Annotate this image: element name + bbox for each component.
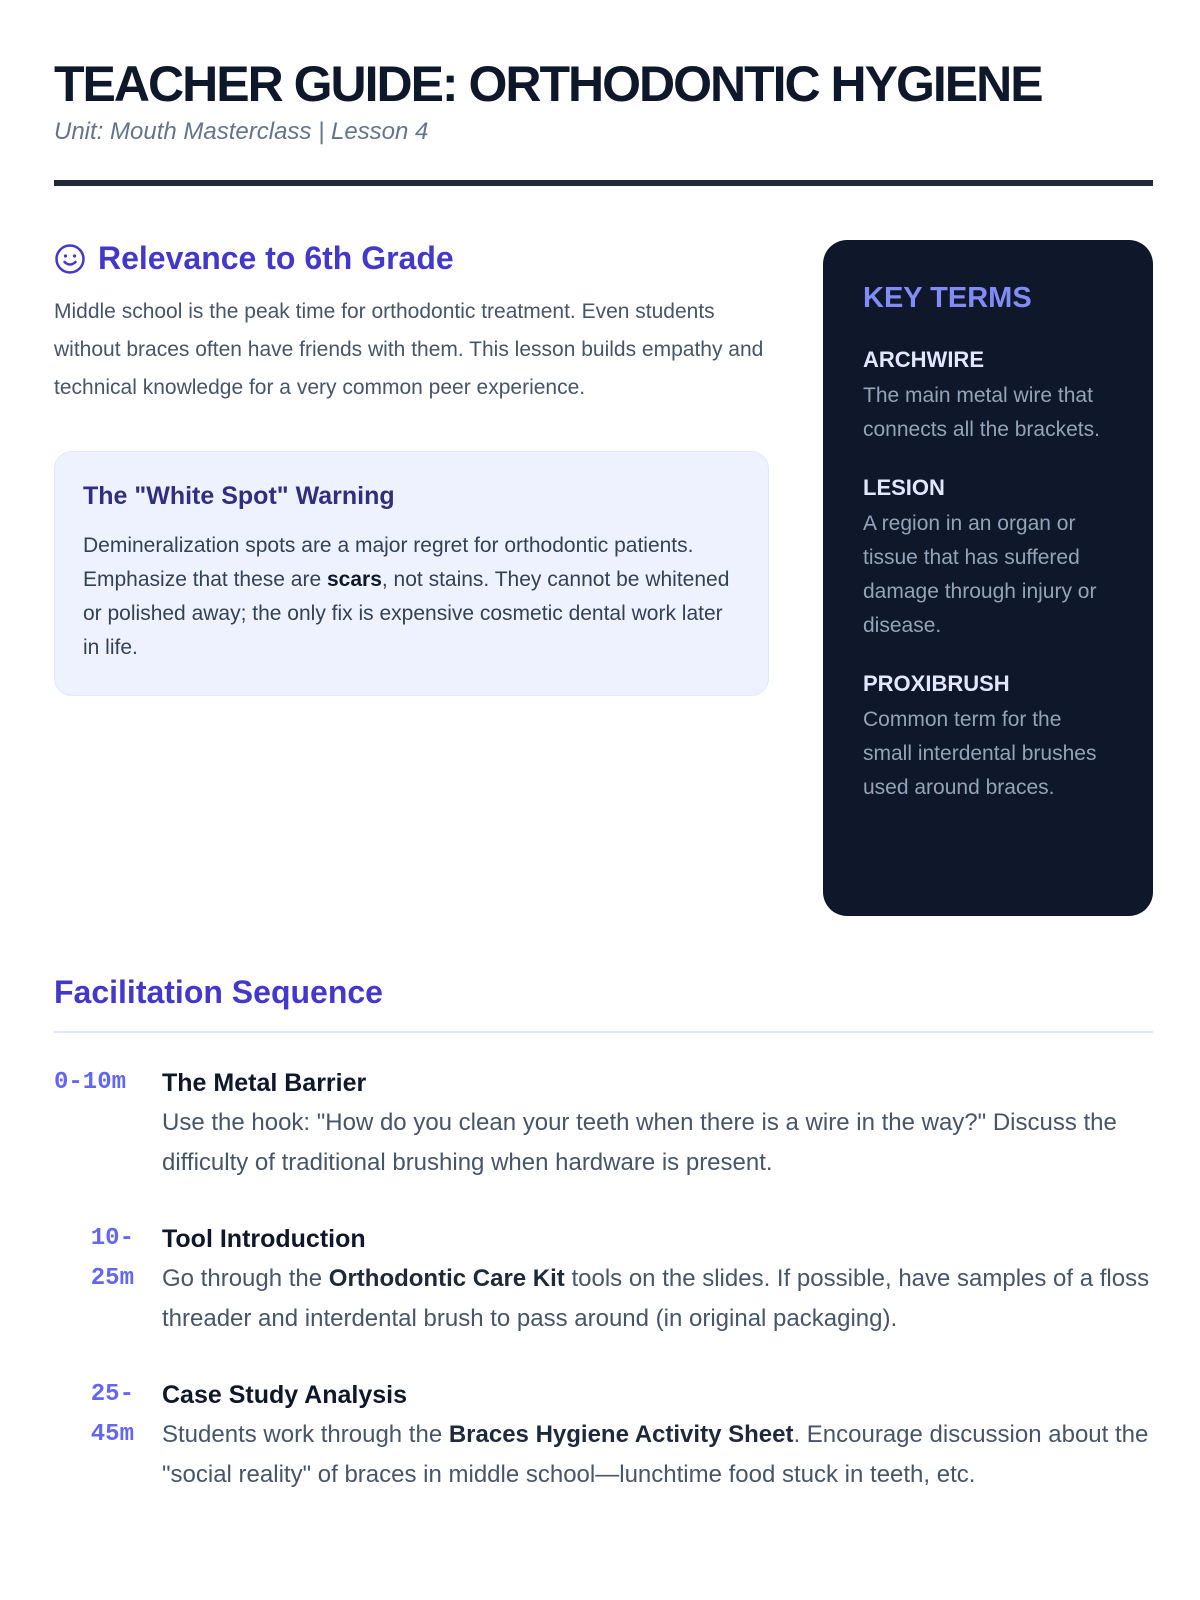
step-title: The Metal Barrier: [162, 1069, 367, 1097]
key-term: PROXIBRUSH Common term for the small inte…: [863, 671, 1113, 805]
step-title: Case Study Analysis: [162, 1381, 408, 1409]
step-emphasis: Braces Hygiene Activity Sheet: [448, 1421, 794, 1448]
sequence-step: 0-10m The Metal Barrier Use the hook: "Ho…: [54, 1063, 1153, 1183]
facilitation-heading: Facilitation Sequence: [54, 974, 383, 1010]
step-text: tools on the slides. If possible, have s…: [162, 1265, 1150, 1332]
term-name: ARCHWIRE: [863, 347, 984, 372]
facilitation-section: Facilitation Sequence 0-10m The Metal Ba…: [54, 974, 1153, 1495]
step-description: Use the hook: "How do you clean your tee…: [162, 1103, 1153, 1183]
relevance-section: Relevance to 6th Grade Middle school is …: [54, 240, 769, 916]
warning-text-part: , not stains. They cannot be whitened or…: [83, 568, 730, 659]
term-name: PROXIBRUSH: [863, 671, 1010, 696]
step-time: 10-25m: [90, 1225, 134, 1292]
step-emphasis: Orthodontic Care Kit: [328, 1265, 565, 1292]
step-text: Go through the: [162, 1265, 329, 1292]
relevance-heading: Relevance to 6th Grade: [54, 240, 769, 277]
term-definition: A region in an organ or tissue that has …: [863, 512, 1097, 637]
step-text: Students work through the: [162, 1421, 449, 1448]
white-spot-warning-callout: The "White Spot" Warning Demineralizatio…: [54, 451, 769, 696]
warning-heading: The "White Spot" Warning: [83, 482, 395, 510]
step-description: Students work through the Braces Hygiene…: [162, 1415, 1153, 1495]
smiley-icon: [55, 243, 85, 274]
term-name: LESION: [863, 475, 945, 500]
header-divider: [54, 180, 1153, 186]
term-definition: Common term for the small interdental br…: [863, 708, 1097, 799]
step-description: Go through the Orthodontic Care Kit tool…: [162, 1259, 1153, 1339]
page-title: TEACHER GUIDE: ORTHODONTIC HYGIENE: [54, 56, 1044, 112]
warning-text-part: Demineralization spots are a major regre…: [83, 534, 694, 591]
step-text: Use the hook: "How do you clean your tee…: [162, 1109, 1117, 1176]
key-term: ARCHWIRE The main metal wire that connect…: [863, 347, 1113, 447]
key-term: LESION A region in an organ or tissue tha…: [863, 475, 1113, 643]
warning-emphasis: scars: [326, 568, 382, 591]
sequence-step: 10-25m Tool Introduction Go through the O…: [54, 1219, 1153, 1339]
step-time: 0-10m: [54, 1069, 127, 1096]
key-terms-heading: KEY TERMS: [863, 282, 1032, 314]
step-title: Tool Introduction: [162, 1225, 366, 1253]
warning-text: Demineralization spots are a major regre…: [83, 529, 740, 665]
section-divider: [54, 1031, 1153, 1033]
step-text: . Encourage discussion about the "social…: [162, 1421, 1149, 1488]
relevance-text: Middle school is the peak time for ortho…: [54, 300, 764, 399]
sequence-step: 25-45m Case Study Analysis Students work …: [54, 1375, 1153, 1495]
term-definition: The main metal wire that connects all th…: [863, 384, 1100, 441]
page-subtitle: Unit: Mouth Masterclass | Lesson 4: [54, 118, 429, 145]
relevance-heading-text: Relevance to 6th Grade: [98, 240, 454, 276]
teacher-guide: TEACHER GUIDE: ORTHODONTIC HYGIENE Unit:…: [54, 56, 1153, 1495]
step-time: 25-45m: [90, 1381, 134, 1448]
key-terms-panel: KEY TERMS ARCHWIRE The main metal wire th…: [823, 240, 1153, 916]
